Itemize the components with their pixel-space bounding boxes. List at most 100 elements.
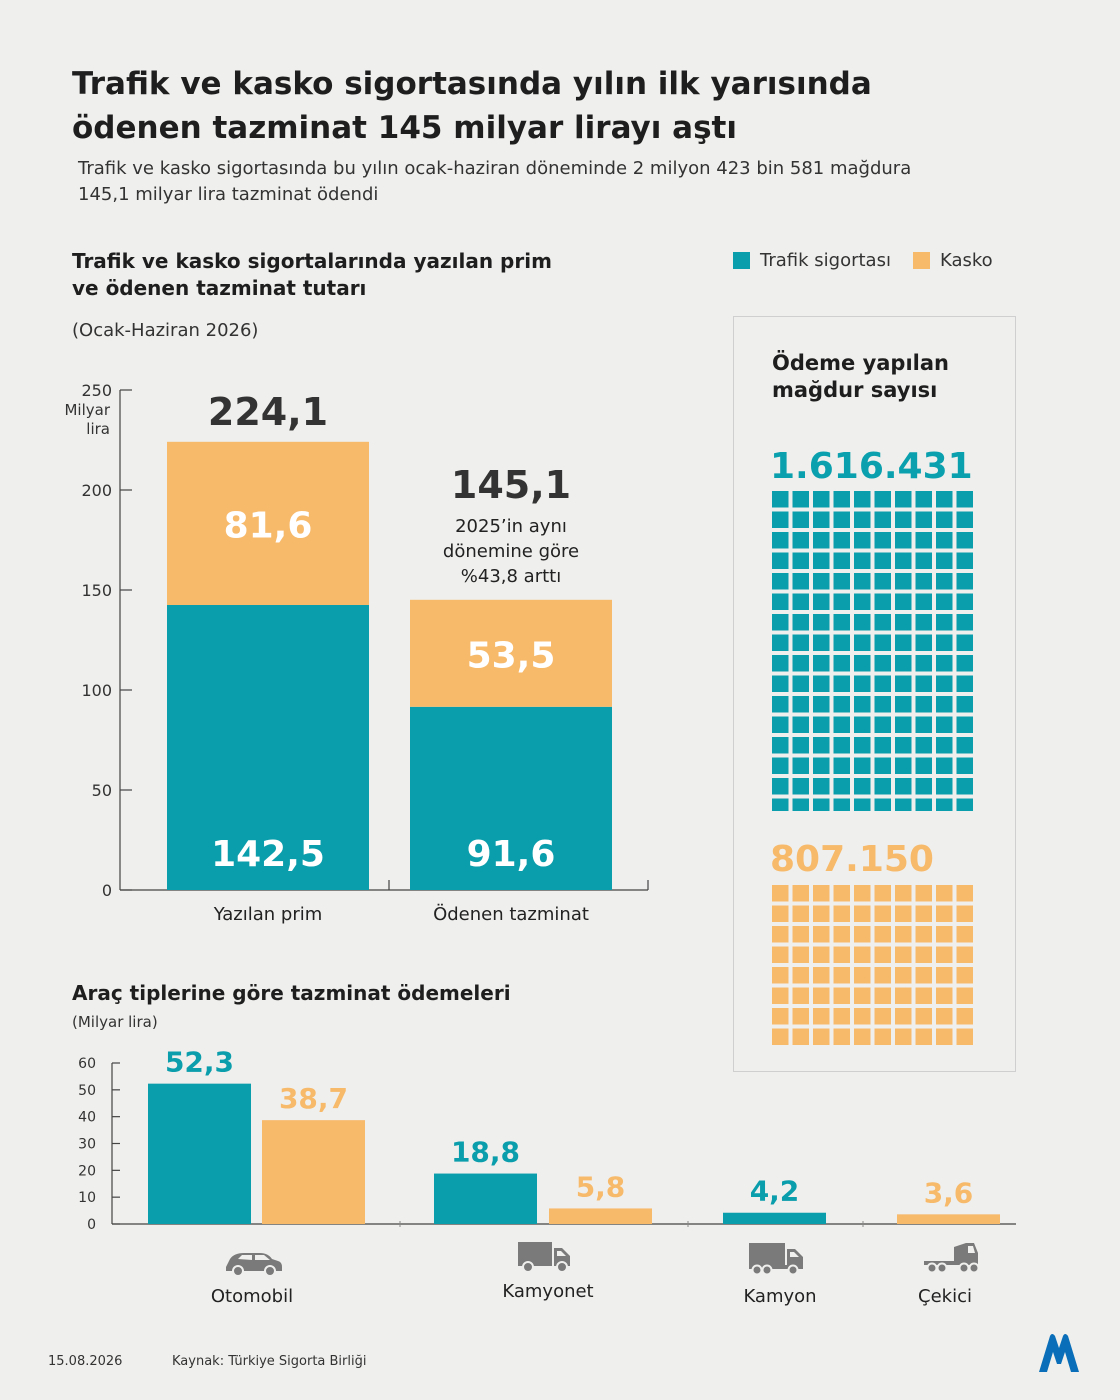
truck-icon	[749, 1243, 803, 1276]
victim-unit-square	[772, 675, 789, 692]
legend-label-traffic: Trafik sigortası	[760, 250, 891, 271]
victim-unit-square	[915, 634, 932, 651]
victim-unit-square	[956, 926, 973, 943]
victim-unit-square	[895, 987, 912, 1004]
victim-unit-square	[833, 757, 850, 774]
victim-unit-square	[915, 552, 932, 569]
victim-unit-square	[936, 946, 953, 963]
victim-unit-square	[895, 926, 912, 943]
victim-unit-square	[833, 675, 850, 692]
victim-unit-square	[956, 634, 973, 651]
victim-unit-square	[854, 491, 871, 508]
chart2-bar-kasko	[262, 1120, 365, 1224]
victim-unit-square	[833, 573, 850, 590]
victim-unit-square	[792, 511, 809, 528]
chart2-y-tick-label: 0	[87, 1217, 96, 1233]
victim-unit-square	[956, 737, 973, 754]
victim-unit-square	[874, 593, 891, 610]
victim-unit-square	[895, 573, 912, 590]
victim-unit-square	[895, 655, 912, 672]
victim-unit-square	[772, 634, 789, 651]
chart1-bar-kasko	[167, 441, 369, 605]
chart1-total-label: 224,1	[208, 390, 328, 434]
victim-unit-square	[915, 926, 932, 943]
legend-swatch-traffic	[733, 252, 750, 269]
victim-unit-square	[936, 905, 953, 922]
victim-unit-square	[813, 552, 830, 569]
victim-unit-square	[792, 655, 809, 672]
victim-unit-square	[874, 885, 891, 902]
victim-unit-square	[854, 716, 871, 733]
victim-unit-square	[854, 926, 871, 943]
legend-swatch-kasko	[912, 252, 930, 269]
victims-title: Ödeme yapılan mağdur sayısı	[772, 351, 949, 402]
victim-unit-square	[956, 987, 973, 1004]
victim-unit-square	[915, 885, 932, 902]
victim-unit-square	[874, 696, 891, 713]
legend-item-traffic: Trafik sigortası	[733, 250, 891, 271]
victim-unit-square	[772, 491, 789, 508]
chart2-y-tick-label: 50	[78, 1083, 96, 1099]
chart1-annotation-line: dönemine göre	[443, 541, 579, 562]
victim-unit-square	[772, 905, 789, 922]
chart1-label-kasko: 53,5	[467, 635, 556, 676]
victim-unit-square	[895, 757, 912, 774]
chart1-annotation-line: %43,8 arttı	[461, 566, 561, 587]
victim-unit-square	[813, 967, 830, 984]
victim-unit-square	[936, 614, 953, 631]
victim-unit-square	[813, 573, 830, 590]
chart2-label-traffic: 52,3	[165, 1046, 234, 1079]
victim-unit-square	[854, 778, 871, 795]
victim-unit-square	[874, 1008, 891, 1025]
victim-unit-square	[833, 885, 850, 902]
victim-unit-square	[936, 926, 953, 943]
victim-unit-square	[936, 885, 953, 902]
victim-unit-square	[854, 511, 871, 528]
victim-unit-square	[936, 655, 953, 672]
chart1-y-tick-label: 50	[92, 781, 112, 800]
victim-unit-square	[956, 1028, 973, 1045]
tractor-trailer-icon	[924, 1243, 980, 1274]
victim-unit-square	[854, 614, 871, 631]
victim-unit-square	[854, 798, 871, 811]
victim-unit-square	[936, 675, 953, 692]
victim-unit-square	[915, 593, 932, 610]
victim-unit-square	[915, 778, 932, 795]
victim-unit-square	[895, 614, 912, 631]
victim-unit-square	[915, 511, 932, 528]
victim-unit-square	[772, 967, 789, 984]
victim-unit-square	[833, 967, 850, 984]
victim-unit-square	[813, 778, 830, 795]
victim-unit-square	[854, 696, 871, 713]
victim-unit-square	[792, 675, 809, 692]
victim-unit-square	[854, 593, 871, 610]
victim-unit-square	[915, 798, 932, 811]
victim-unit-square	[833, 716, 850, 733]
victim-unit-square	[874, 614, 891, 631]
victim-unit-square	[813, 737, 830, 754]
victim-unit-square	[833, 798, 850, 811]
victim-unit-square	[792, 905, 809, 922]
victim-unit-square	[956, 757, 973, 774]
victim-unit-square	[956, 798, 973, 811]
victim-unit-square	[813, 696, 830, 713]
victim-unit-square	[956, 1008, 973, 1025]
victim-unit-square	[833, 634, 850, 651]
victim-unit-square	[813, 511, 830, 528]
chart1-y-tick-label: 150	[81, 581, 112, 600]
chart1-total-label: 145,1	[451, 463, 571, 507]
victim-unit-square	[956, 614, 973, 631]
victim-unit-square	[792, 737, 809, 754]
victim-unit-square	[854, 532, 871, 549]
victim-unit-square	[813, 593, 830, 610]
victim-unit-square	[936, 491, 953, 508]
victim-unit-square	[792, 716, 809, 733]
victim-unit-square	[915, 757, 932, 774]
victim-unit-square	[915, 491, 932, 508]
victim-unit-square	[772, 1008, 789, 1025]
victim-unit-square	[813, 675, 830, 692]
legend: Trafik sigortası Kasko	[733, 250, 1015, 271]
victim-unit-square	[956, 491, 973, 508]
chart2-y-tick-label: 40	[78, 1110, 96, 1126]
victim-unit-square	[895, 491, 912, 508]
